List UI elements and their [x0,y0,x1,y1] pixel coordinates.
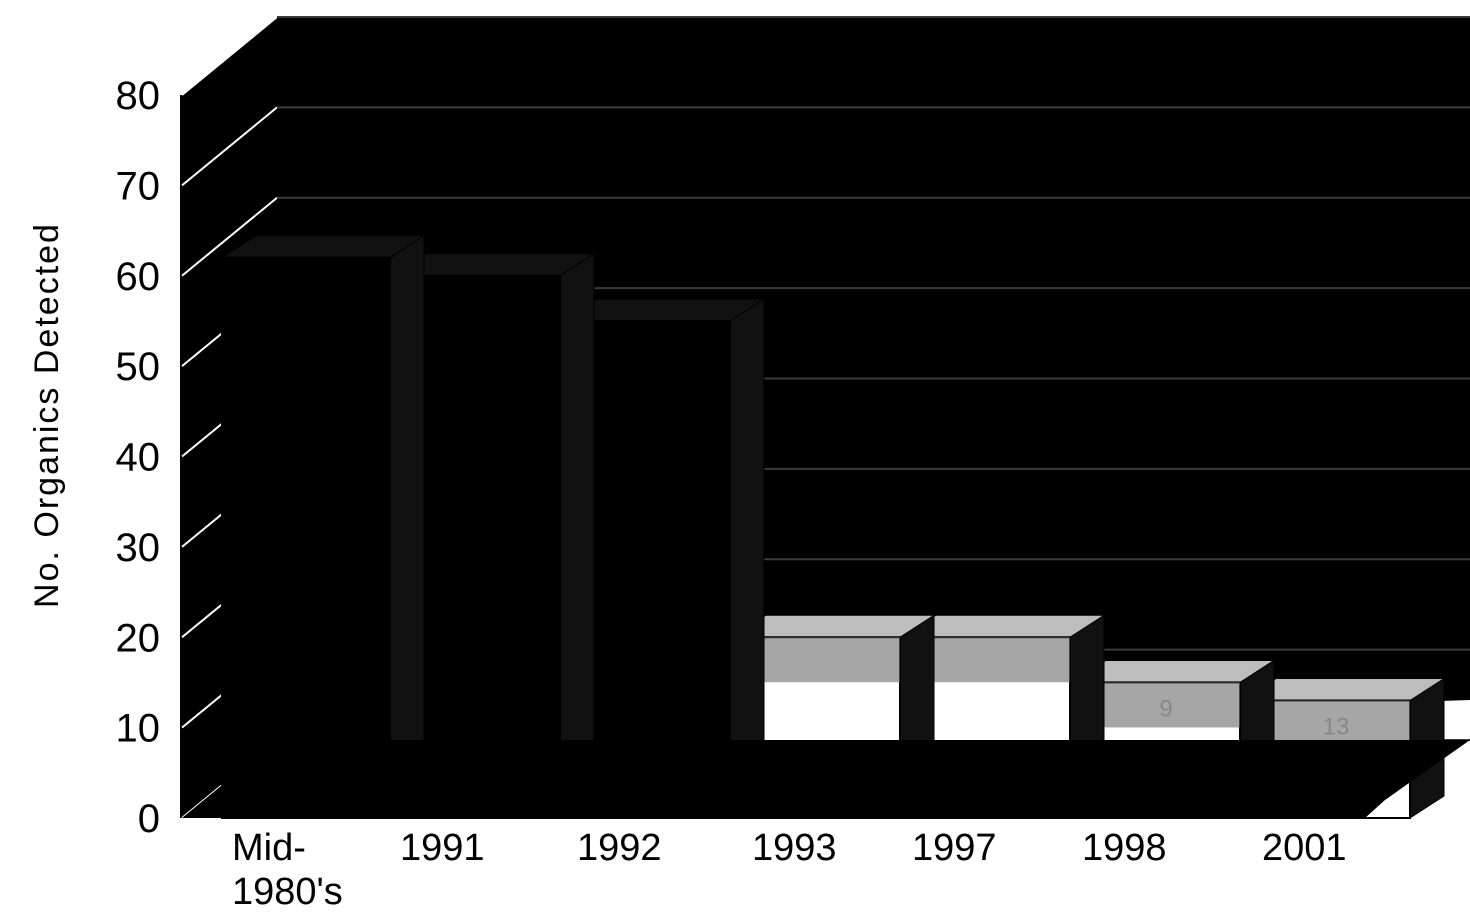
y-tick-label: 50 [116,345,161,389]
y-tick-label: 20 [116,616,161,660]
x-tick-label: 2001 [1262,827,1347,869]
floor-panel [182,740,1470,818]
chart-floor [182,740,1470,818]
y-axis-label: No. Organics Detected [28,222,66,608]
data-label: 9 [1159,695,1172,722]
x-tick-label: 1997 [912,827,997,869]
x-tick-label: 1998 [1082,827,1167,869]
x-tick-label: 1993 [752,827,837,869]
x-axis-ticks: Mid-1980's 1991 1992 1993 1997 1998 2001 [232,827,1347,913]
data-label: 13 [1323,714,1350,741]
x-tick-label: 1991 [400,827,485,869]
y-tick-label: 40 [116,436,161,480]
gridline-side [181,16,278,96]
y-tick-label: 0 [138,797,160,841]
x-tick-label: 1992 [577,827,662,869]
data-labels: 9 13 [1159,695,1349,740]
x-tick-label: Mid-1980's [232,827,343,913]
y-tick-label: 10 [116,707,161,751]
bar [220,234,426,819]
gridline-side [181,106,278,187]
y-tick-label: 30 [116,526,161,570]
y-tick-label: 80 [116,74,161,118]
gridline-side [181,196,278,277]
y-tick-label: 60 [116,255,161,299]
y-axis-ticks: 0 10 20 30 40 50 60 70 80 [116,74,161,841]
y-tick-label: 70 [116,164,161,208]
